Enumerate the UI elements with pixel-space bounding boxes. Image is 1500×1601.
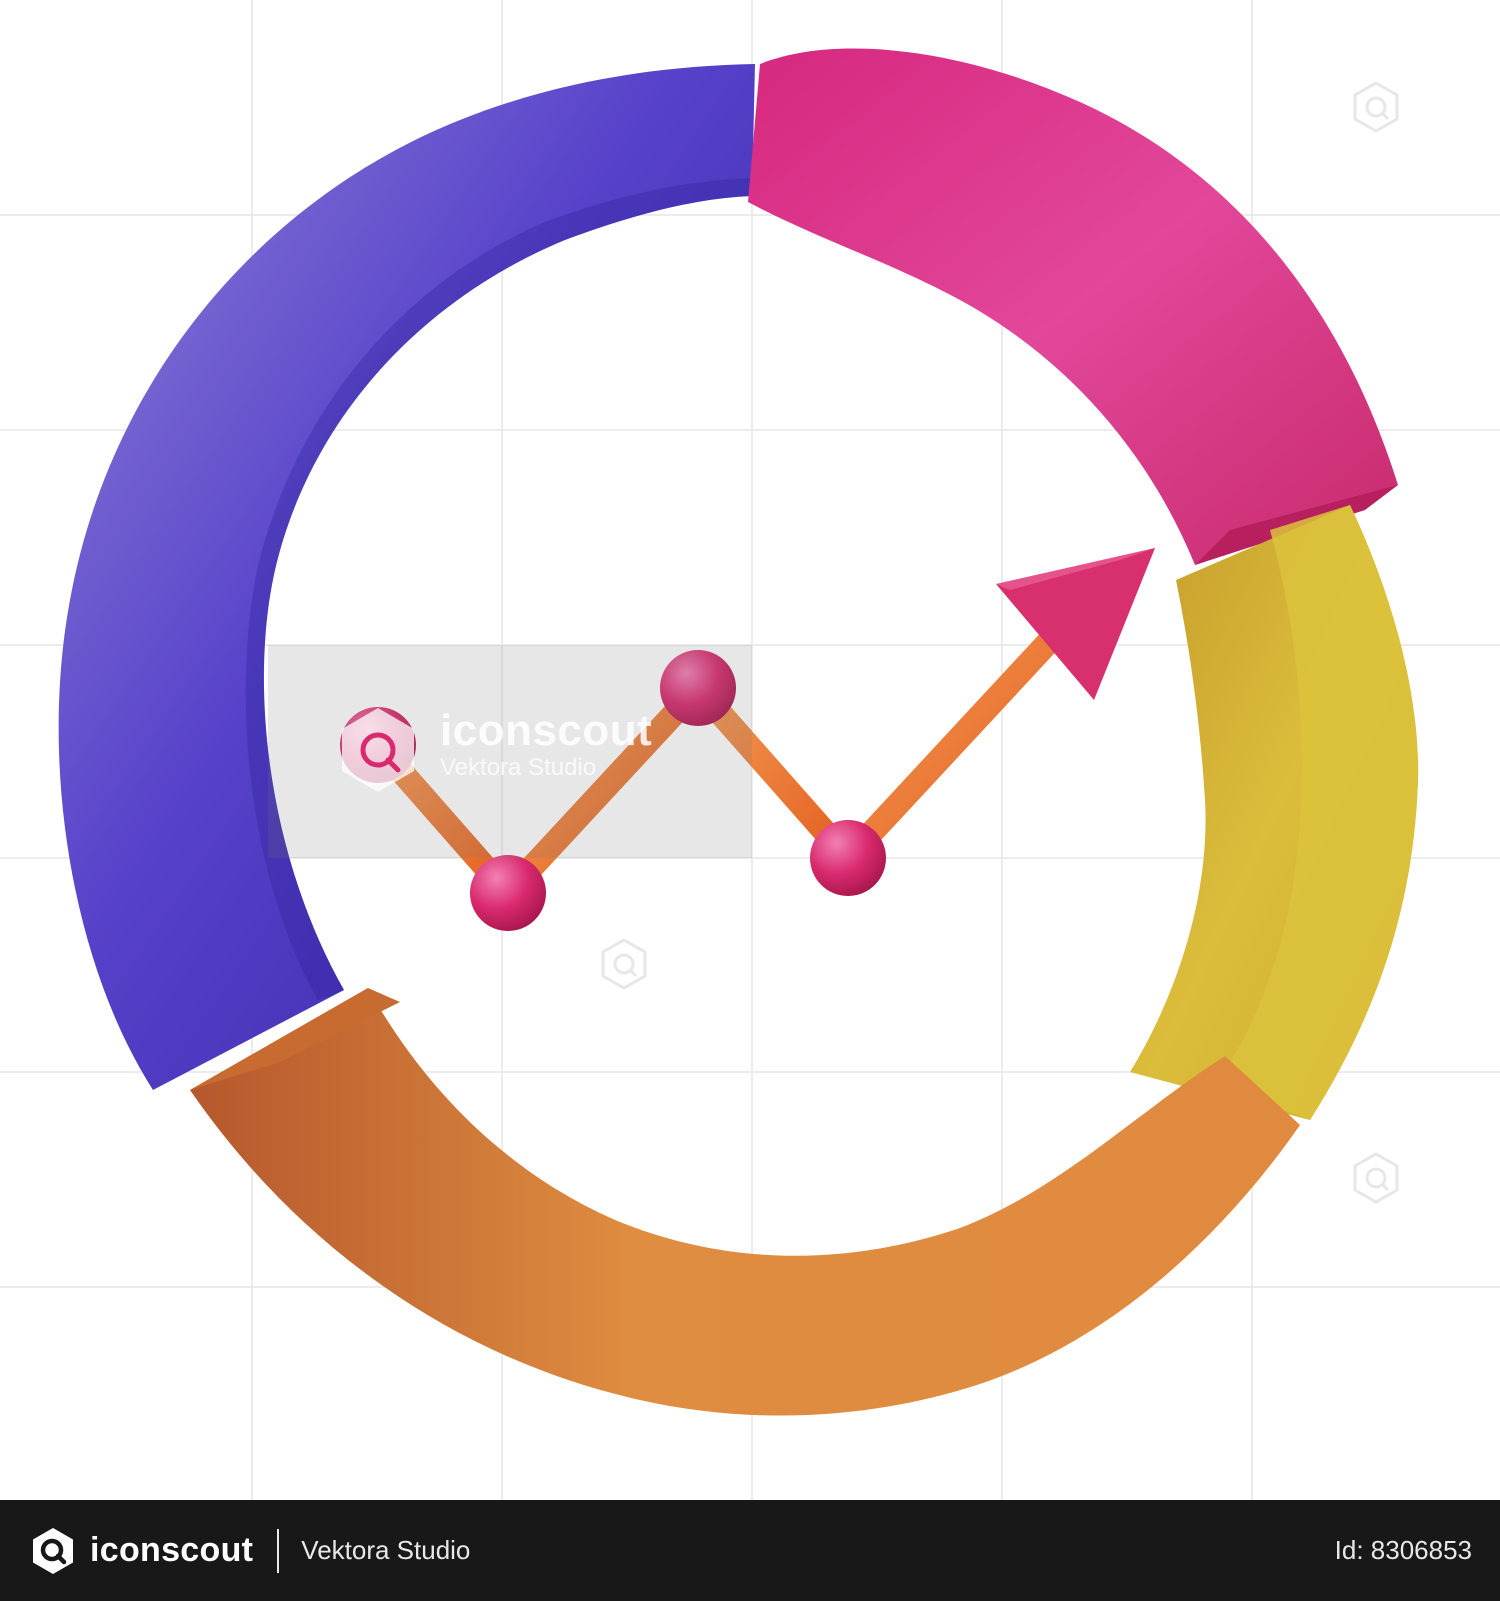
- donut-chart-illustration: [0, 0, 1500, 1500]
- watermark-badge-icon: [1353, 81, 1399, 133]
- illustration-canvas: iconscout Vektora Studio: [0, 0, 1500, 1500]
- ring-segment-orange-top-face: [190, 988, 400, 1090]
- trend-node: [660, 650, 736, 726]
- watermark-badge-icon: [601, 938, 647, 990]
- footer-bar: iconscout Vektora Studio Id: 8306853: [0, 1500, 1500, 1601]
- iconscout-logo-icon: [33, 1527, 73, 1574]
- trend-node: [810, 820, 886, 896]
- footer-logo[interactable]: iconscout: [28, 1526, 253, 1576]
- footer-asset-id: Id: 8306853: [1334, 1535, 1472, 1565]
- ring-segment-purple-inner-face: [245, 178, 752, 1000]
- footer-author[interactable]: Vektora Studio: [301, 1535, 471, 1565]
- footer-brand: iconscout: [90, 1531, 254, 1569]
- trend-node: [470, 855, 546, 931]
- ring-segment-yellow-side: [1215, 505, 1419, 1120]
- ring-segment-orange: [190, 988, 1300, 1416]
- footer-divider: [277, 1528, 280, 1573]
- donut-ring: [58, 48, 1419, 1416]
- watermark-badge-icon: [1353, 1152, 1399, 1204]
- ring-segment-purple: [58, 64, 755, 1090]
- watermark-logo-icon: [342, 708, 414, 792]
- trend-arrow-head-icon: [996, 548, 1155, 700]
- watermark-band: [268, 645, 752, 858]
- ring-segment-pink: [748, 48, 1398, 565]
